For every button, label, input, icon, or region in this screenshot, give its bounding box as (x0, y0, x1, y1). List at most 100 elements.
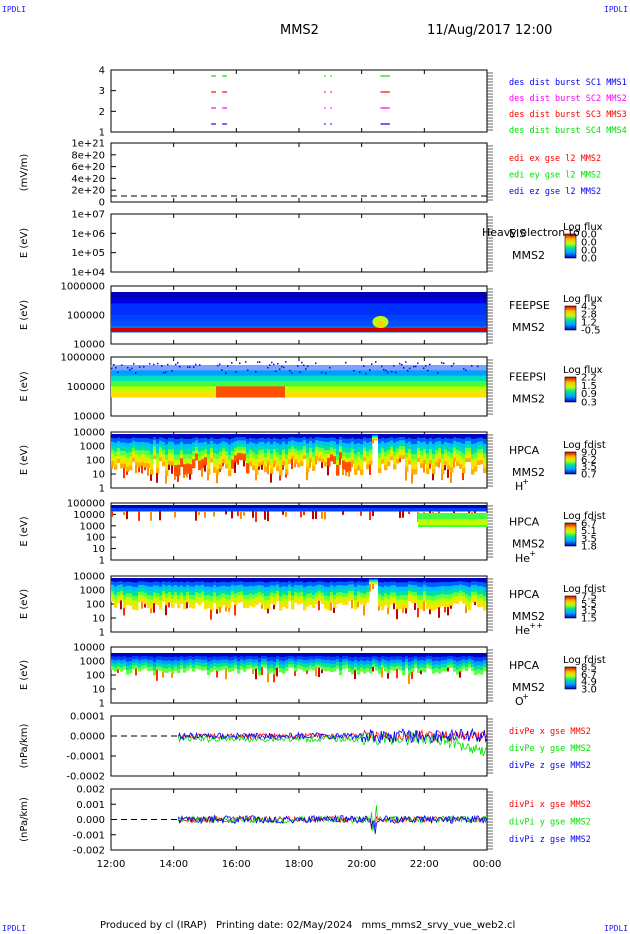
heatmap-cell (168, 320, 172, 327)
heatmap-cell (339, 381, 343, 387)
heatmap-cell (366, 292, 370, 299)
heatmap-cell (456, 365, 460, 371)
heatmap-cell (291, 386, 295, 393)
heatmap-cell (345, 452, 349, 459)
heatmap-cell (294, 314, 298, 322)
heatmap-cell (207, 653, 211, 658)
heatmap-cell (216, 375, 220, 382)
heatmap-cell (141, 365, 145, 371)
heatmap-cell (468, 297, 472, 304)
heatmap-cell (252, 451, 256, 457)
heatmap-cell (249, 320, 253, 327)
heatmap-cell (228, 660, 232, 665)
heatmap-cell (318, 320, 322, 327)
heatmap-cell (126, 314, 130, 322)
heatmap-cell (225, 582, 229, 587)
heatmap-cell (234, 370, 238, 377)
heatmap-cell (447, 586, 451, 591)
heatmap-cell (246, 303, 250, 310)
heatmap-cell (306, 653, 310, 658)
heatmap-cell (393, 375, 397, 382)
heatmap-cell (429, 386, 433, 393)
heatmap-cell (327, 370, 331, 377)
heatmap-cell (195, 297, 199, 304)
heatmap-cell (456, 596, 460, 601)
heatmap-cell (291, 375, 295, 382)
heatmap-cell (201, 446, 205, 452)
heatmap-cell (150, 459, 154, 465)
heatmap-cell (210, 578, 214, 584)
heatmap-cell (219, 292, 223, 299)
heatmap-cell (303, 446, 307, 450)
heatmap-cell (336, 665, 340, 669)
heatmap-cell (360, 596, 364, 601)
heatmap-cell (150, 663, 154, 668)
heatmap-cell (186, 314, 190, 322)
heatmap-cell (297, 462, 301, 468)
heatmap-cell (318, 447, 322, 452)
heatmap-cell (285, 309, 289, 316)
heatmap-cell (399, 586, 403, 592)
heatmap-cell (210, 381, 214, 387)
heatmap-cell (231, 463, 235, 469)
heatmap-cell (303, 667, 307, 672)
heatmap-cell (466, 519, 470, 525)
heatmap-cell (204, 434, 208, 439)
heatmap-cell (303, 297, 307, 304)
heatmap-cell (468, 365, 472, 371)
heatmap-cell (216, 365, 220, 371)
heatmap-cell (432, 468, 436, 475)
heatmap-cell (309, 437, 313, 442)
heatmap-cell (282, 453, 286, 458)
heatmap-cell (123, 438, 127, 444)
heatmap-cell (333, 448, 337, 454)
heatmap-cell (369, 580, 373, 582)
heatmap-cell (129, 292, 133, 299)
heatmap-cell (303, 309, 307, 316)
heatmap-cell (285, 653, 289, 658)
heatmap-cell (114, 603, 118, 608)
heatmap-cell (249, 375, 253, 382)
corner-label-top-right: IPDLI (604, 5, 629, 14)
heatmap-cell (258, 297, 262, 304)
heatmap-cell (216, 656, 220, 661)
heatmap-cell (330, 440, 334, 445)
heatmap-cell (234, 391, 238, 398)
heatmap-cell (384, 578, 388, 583)
heatmap-cell (273, 589, 277, 594)
heatmap-cell (291, 309, 295, 316)
heatmap-cell (162, 587, 166, 592)
heatmap-cell (330, 592, 334, 597)
heatmap-cell (438, 598, 442, 604)
heatmap-cell (306, 667, 310, 672)
heatmap-cell (258, 666, 262, 672)
heatmap-cell (336, 375, 340, 382)
heatmap-cell (477, 391, 481, 398)
heatmap-cell (285, 578, 289, 583)
heatmap-cell (213, 292, 217, 299)
heatmap-cell (225, 659, 229, 664)
heatmap-cell (333, 292, 337, 299)
heatmap-cell (426, 303, 430, 310)
heatmap-cell (210, 596, 214, 602)
heatmap-cell (384, 600, 388, 606)
heatmap-cell (480, 437, 484, 442)
heatmap-cell (159, 595, 163, 601)
heatmap-cell (417, 297, 421, 304)
heatmap-cell (147, 309, 151, 316)
heatmap-cell (375, 361, 377, 363)
heatmap-cell (126, 448, 130, 454)
heatmap-cell (309, 508, 313, 512)
heatmap-cell (189, 469, 193, 475)
heatmap-cell (249, 434, 253, 439)
heatmap-cell (339, 585, 343, 590)
colorbar-tick-label: 0.0 (581, 230, 597, 241)
heatmap-cell (447, 451, 451, 457)
heatmap-cell (414, 386, 418, 393)
heatmap-cell (144, 505, 148, 509)
heatmap-cell (207, 439, 211, 445)
heatmap-cell (288, 653, 292, 657)
heatmap-cell (300, 449, 304, 455)
heatmap-cell (318, 292, 322, 299)
heatmap-cell (204, 449, 208, 454)
